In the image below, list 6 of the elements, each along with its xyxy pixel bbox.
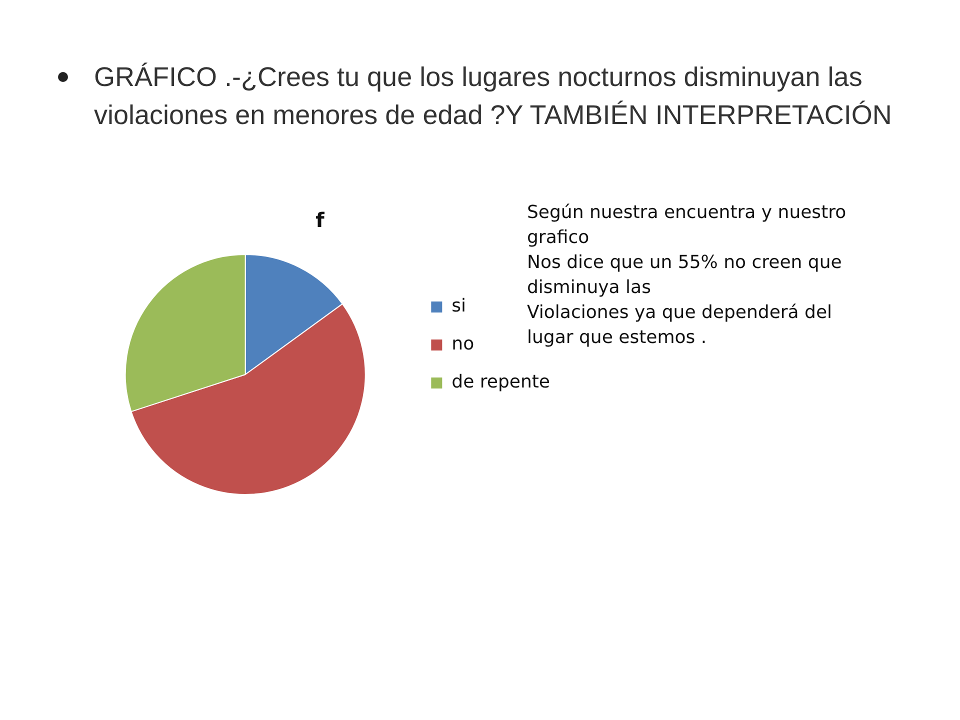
chart-title: f bbox=[316, 208, 325, 232]
legend-label: si bbox=[452, 296, 466, 317]
text: Según nuestra encuentra y nuestro grafico Nos dice que un 55% no creen que disminuya las Violaciones ya que dependerá del lugar que estemos . bbox=[527, 201, 848, 350]
legend-label: no bbox=[452, 334, 474, 355]
legend-label: de repente bbox=[452, 372, 550, 393]
text: GRÁFICO .-¿Crees tu que los lugares nocturnos disminuyan las violaciones en menores de edad ?Y TAMBIÉN INTERPRETACIÓN bbox=[94, 61, 893, 132]
